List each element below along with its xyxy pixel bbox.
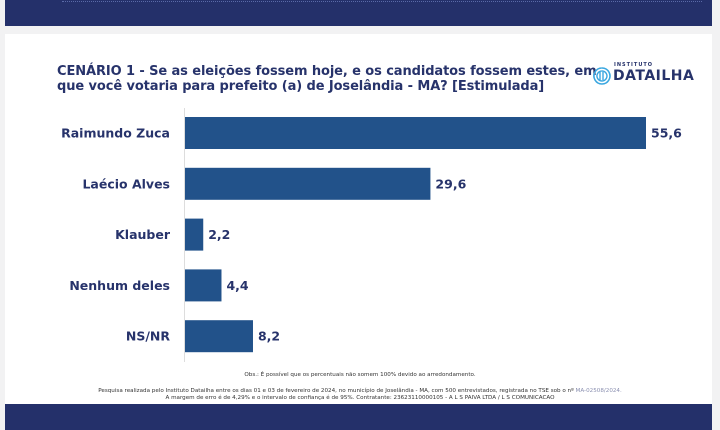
bar-2 bbox=[185, 218, 204, 251]
bars-group: Raimundo Zuca 55,6 Laécio Alves 29,6 Klauber… bbox=[61, 117, 682, 353]
chart-title: CENÁRIO 1 - Se as eleições fossem hoje, … bbox=[57, 64, 597, 94]
value-label: 4,4 bbox=[226, 278, 248, 293]
methodology-note: Pesquisa realizada pelo Instituto Datail… bbox=[0, 388, 720, 394]
header-dotted-line bbox=[62, 1, 702, 2]
category-label: NS/NR bbox=[126, 329, 170, 344]
bar-0 bbox=[185, 117, 646, 149]
logo-instituto-text: INSTITUTO bbox=[614, 62, 654, 68]
bar-3 bbox=[185, 269, 222, 302]
logo-datailha-text: DATAILHA bbox=[613, 68, 695, 84]
category-label: Laécio Alves bbox=[82, 176, 170, 191]
tse-registration: MA-02508/2024. bbox=[575, 388, 622, 394]
footer-band bbox=[5, 404, 712, 430]
value-label: 29,6 bbox=[435, 176, 466, 191]
rounding-note: Obs.: É possível que os percentuais não … bbox=[244, 372, 476, 378]
value-label: 2,2 bbox=[208, 227, 230, 242]
category-label: Raimundo Zuca bbox=[61, 126, 170, 141]
datailha-logo: INSTITUTO DATAILHA bbox=[592, 62, 697, 88]
header-band bbox=[5, 0, 712, 26]
bar-1 bbox=[185, 167, 431, 200]
category-label: Nenhum deles bbox=[69, 278, 170, 293]
datailha-logo-icon bbox=[593, 67, 611, 85]
value-label: 8,2 bbox=[258, 329, 280, 344]
bar-4 bbox=[185, 320, 253, 353]
chart-card bbox=[5, 34, 712, 404]
value-label: 55,6 bbox=[651, 126, 682, 141]
methodology-text: Pesquisa realizada pelo Instituto Datail… bbox=[98, 388, 574, 394]
margin-of-error-note: A margem de erro é de 4,29% e o interval… bbox=[165, 395, 555, 401]
category-label: Klauber bbox=[115, 227, 171, 242]
